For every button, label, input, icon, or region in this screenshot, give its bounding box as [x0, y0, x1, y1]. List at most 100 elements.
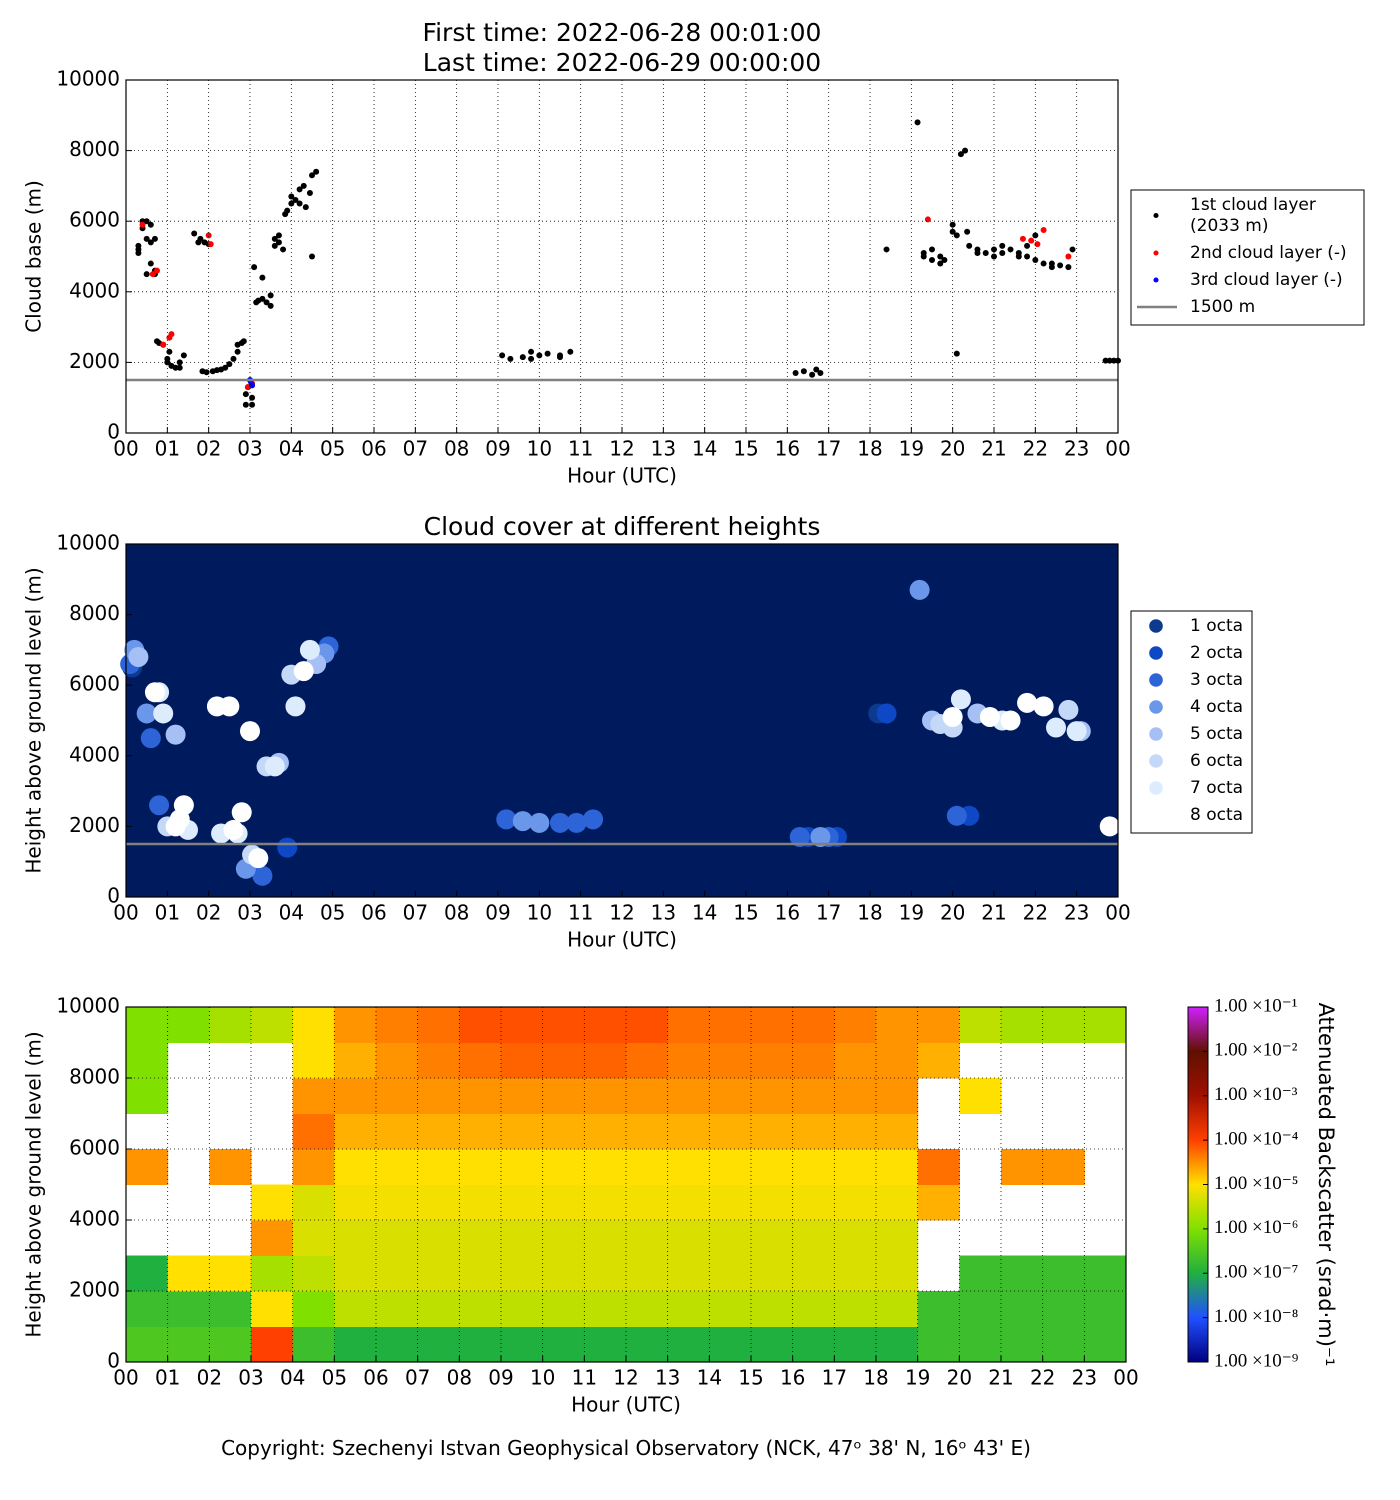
- heat-cell: [709, 1149, 752, 1185]
- point: [512, 811, 533, 832]
- point: [176, 359, 183, 366]
- legend-box: [1130, 189, 1365, 326]
- heat-cell: [667, 1255, 710, 1292]
- point: [153, 703, 174, 724]
- point: [999, 242, 1006, 249]
- x-tick-label: 05: [320, 437, 345, 461]
- x-tick-label: 14: [692, 901, 717, 925]
- point: [1000, 710, 1021, 731]
- heat-cell: [876, 1149, 919, 1185]
- heat-cell: [584, 1078, 627, 1114]
- heat-cell: [1001, 1255, 1044, 1292]
- heat-cell: [542, 1291, 585, 1327]
- heat-cell: [876, 1113, 919, 1150]
- heat-cell: [292, 1149, 335, 1185]
- heat-cell: [459, 1326, 502, 1363]
- point: [223, 819, 244, 840]
- heat-cell: [751, 1042, 794, 1079]
- point: [1099, 816, 1120, 837]
- heat-cell: [876, 1255, 919, 1292]
- point: [267, 302, 274, 309]
- heat-cell: [126, 1078, 169, 1114]
- heat-cell: [459, 1078, 502, 1114]
- x-tick-label: 05: [322, 1366, 347, 1390]
- point: [219, 696, 240, 717]
- heat-cell: [459, 1291, 502, 1327]
- heat-cell: [876, 1184, 919, 1221]
- heat-cell: [751, 1113, 794, 1150]
- heat-cell: [292, 1078, 335, 1114]
- point: [1015, 253, 1022, 260]
- heat-cell: [501, 1255, 544, 1292]
- point: [249, 401, 256, 408]
- point: [1024, 242, 1031, 249]
- heat-cell: [751, 1326, 794, 1363]
- heat-cell: [251, 1255, 294, 1292]
- point: [154, 267, 160, 274]
- point: [1019, 235, 1026, 242]
- heat-cell: [501, 1326, 544, 1363]
- heat-cell: [792, 1220, 835, 1256]
- heat-cell: [709, 1184, 752, 1221]
- heat-cell: [751, 1184, 794, 1221]
- heat-cell: [751, 1255, 794, 1292]
- colorbar: 1.00 ×10⁻⁹ 1.00 ×10⁻⁸ 1.00 ×10⁻⁷ 1.00 ×10⁻⁶…: [1187, 995, 1299, 1371]
- point: [999, 249, 1006, 256]
- point: [566, 812, 587, 833]
- point: [135, 249, 142, 256]
- x-axis-label: Hour (UTC): [571, 1393, 681, 1417]
- heat-cell: [876, 1220, 919, 1256]
- heat-cell: [209, 1291, 252, 1327]
- x-tick-label: 14: [692, 437, 717, 461]
- x-tick-label: 19: [899, 901, 924, 925]
- point: [264, 756, 285, 777]
- point: [267, 292, 274, 299]
- point: [528, 355, 535, 362]
- point: [240, 338, 247, 345]
- heat-cell: [501, 1149, 544, 1185]
- point: [1024, 253, 1031, 260]
- point: [809, 371, 816, 378]
- heat-cell: [251, 1184, 294, 1221]
- heat-cell: [376, 1184, 419, 1221]
- x-tick-label: 06: [363, 1366, 388, 1390]
- y-tick-label: 6000: [69, 672, 120, 696]
- heat-cell: [834, 1220, 877, 1256]
- legend-marker: [1149, 673, 1163, 687]
- heat-cell: [626, 1291, 669, 1327]
- point: [950, 689, 971, 710]
- y-tick-label: 2000: [69, 1278, 120, 1302]
- heat-cell: [917, 1184, 960, 1221]
- heat-cell: [501, 1113, 544, 1150]
- heat-cell: [459, 1113, 502, 1150]
- heat-cell: [1084, 1255, 1127, 1292]
- point: [139, 221, 146, 228]
- heat-cell: [667, 1220, 710, 1256]
- heat-cell: [959, 1078, 1002, 1114]
- heat-cell: [626, 1113, 669, 1150]
- point: [140, 728, 161, 749]
- heat-cell: [417, 1042, 460, 1079]
- heat-cell: [584, 1326, 627, 1363]
- heat-cell: [376, 1007, 419, 1043]
- x-tick-label: 16: [775, 901, 800, 925]
- point: [197, 235, 204, 242]
- legend-marker: [1153, 277, 1159, 283]
- point: [810, 826, 831, 847]
- x-tick-label: 22: [1023, 901, 1048, 925]
- x-tick-label: 07: [403, 437, 428, 461]
- point: [792, 369, 799, 376]
- legend-label: 3 octa: [1190, 670, 1243, 690]
- x-tick-label: 03: [237, 437, 262, 461]
- heat-cell: [626, 1184, 669, 1221]
- legend-label: 2nd cloud layer (-): [1190, 243, 1347, 263]
- heat-cell: [584, 1291, 627, 1327]
- point: [929, 257, 935, 264]
- heat-cell: [501, 1184, 544, 1221]
- heat-cell: [417, 1291, 460, 1327]
- heat-cell: [501, 1078, 544, 1114]
- heat-cell: [501, 1007, 544, 1043]
- heat-cell: [334, 1255, 377, 1292]
- legend-label: 1st cloud layer (2033 m): [1190, 195, 1316, 236]
